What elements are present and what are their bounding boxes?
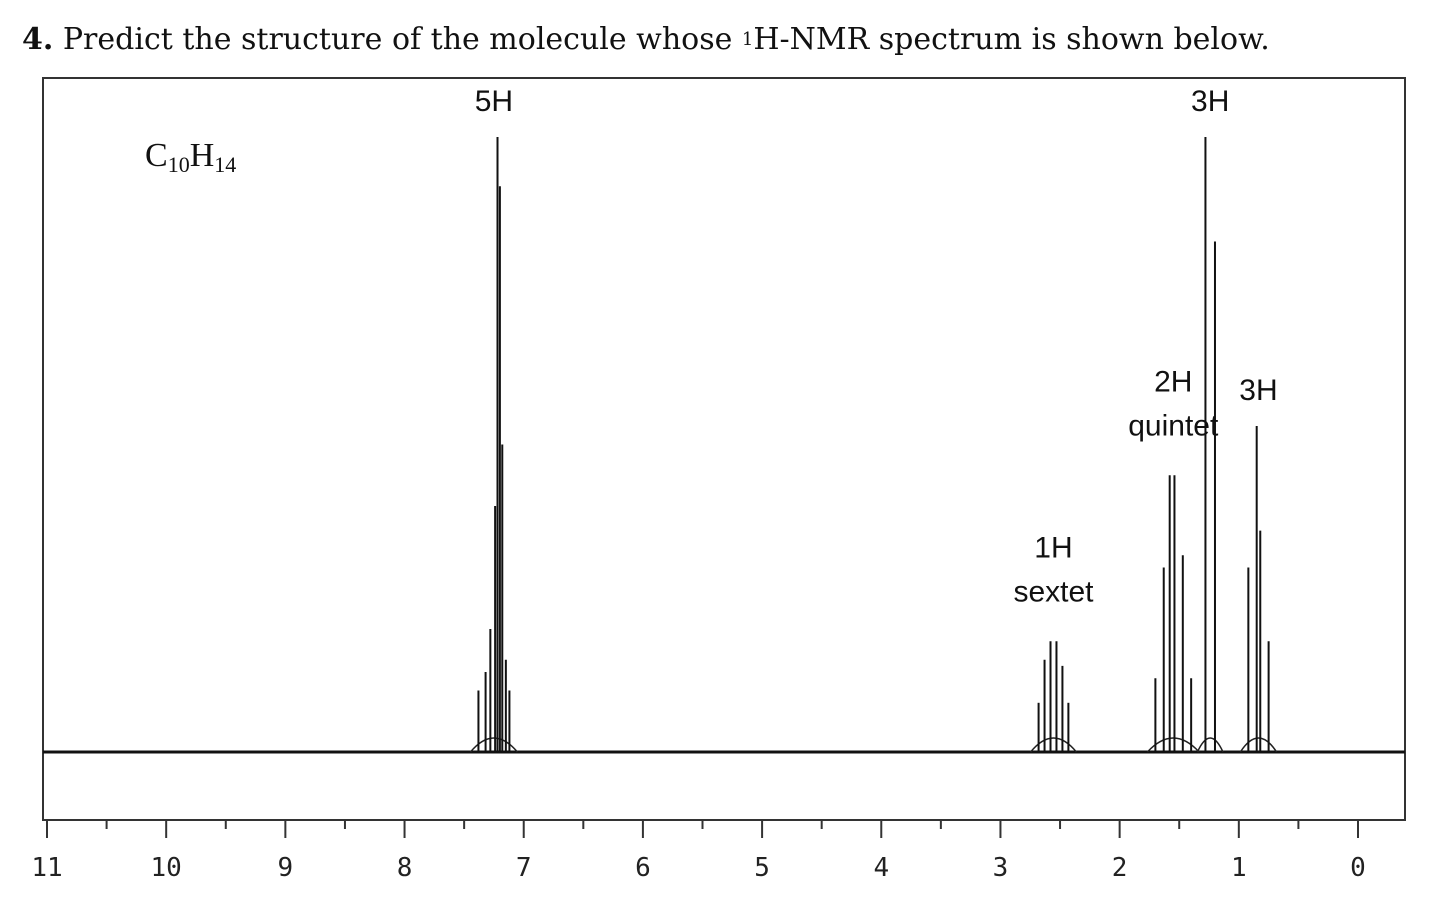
peak-envelope: [1239, 737, 1278, 753]
x-tick-label: 5: [754, 853, 770, 883]
peak-envelope: [1196, 737, 1224, 753]
x-tick-label: 0: [1350, 853, 1366, 883]
peak-integration-label: 3H: [1239, 374, 1277, 407]
plot-frame: [42, 77, 1406, 821]
x-tick-label: 11: [31, 853, 62, 883]
x-tick-label: 8: [397, 853, 413, 883]
peak-integration-label: 3H: [1191, 85, 1229, 118]
x-tick-label: 7: [516, 853, 532, 883]
peak-multiplicity-label: quintet: [1128, 409, 1219, 442]
molecular-formula: C10H14: [145, 137, 236, 177]
x-tick-label: 2: [1112, 853, 1128, 883]
x-tick-label: 9: [278, 853, 294, 883]
question-text-before: Predict the structure of the molecule wh…: [62, 22, 742, 57]
peak-group: [1196, 137, 1224, 753]
peak-envelope: [1146, 737, 1200, 753]
x-tick-label: 6: [635, 853, 651, 883]
peak-group: [1030, 641, 1077, 753]
peak-multiplicity-label: sextet: [1013, 575, 1094, 608]
peak-envelope: [469, 737, 518, 753]
peak-annotations: 5H 1H sextet 2H quintet 3H 3H: [475, 85, 1278, 608]
x-tick-label: 10: [151, 853, 182, 883]
peak-group: [469, 137, 518, 753]
peak-integration-label: 1H: [1034, 531, 1072, 564]
x-tick-label: 4: [873, 853, 889, 883]
spectrum-peaks: [469, 137, 1278, 753]
peak-group: [1146, 475, 1200, 753]
question-text: 4. Predict the structure of the molecule…: [22, 22, 1270, 57]
x-tick-label: 3: [993, 853, 1009, 883]
peak-integration-label: 2H: [1154, 365, 1192, 398]
peak-integration-label: 5H: [475, 85, 513, 118]
question-number: 4.: [22, 22, 54, 57]
peak-group: [1239, 426, 1278, 753]
question-superscript: 1: [741, 29, 754, 50]
x-tick-label: 1: [1231, 853, 1247, 883]
peak-envelope: [1030, 737, 1077, 753]
question-text-after: H-NMR spectrum is shown below.: [753, 22, 1270, 57]
x-axis: 11 10 9 8 7 6 5 4 3 2 1 0: [31, 820, 1366, 883]
